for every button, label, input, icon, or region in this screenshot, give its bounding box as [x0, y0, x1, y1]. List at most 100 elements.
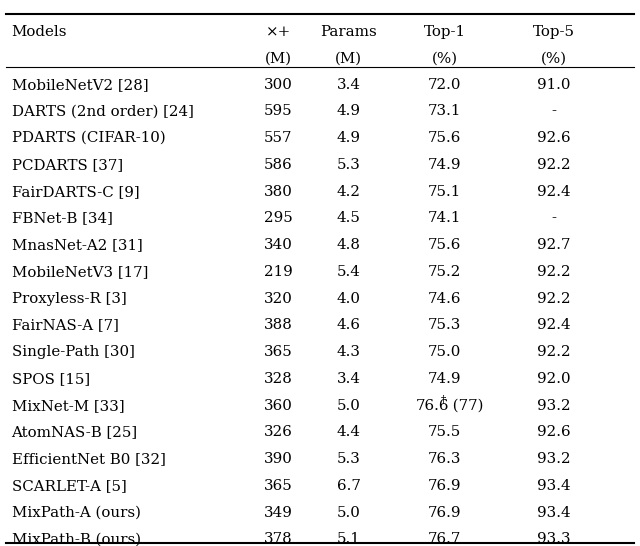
- Text: 380: 380: [264, 185, 293, 199]
- Text: 93.4: 93.4: [537, 506, 570, 520]
- Text: -: -: [551, 104, 556, 118]
- Text: EfficientNet B0 [32]: EfficientNet B0 [32]: [12, 452, 165, 466]
- Text: 328: 328: [264, 372, 293, 386]
- Text: Single-Path [30]: Single-Path [30]: [12, 345, 134, 359]
- Text: †: †: [440, 395, 445, 405]
- Text: PCDARTS [37]: PCDARTS [37]: [12, 158, 123, 172]
- Text: 74.9: 74.9: [428, 372, 461, 386]
- Text: MixPath-B (ours): MixPath-B (ours): [12, 532, 141, 546]
- Text: 295: 295: [264, 211, 292, 225]
- Text: 92.2: 92.2: [537, 158, 570, 172]
- Text: 75.2: 75.2: [428, 265, 461, 279]
- Text: 390: 390: [264, 452, 293, 466]
- Text: 92.0: 92.0: [537, 372, 570, 386]
- Text: (%): (%): [432, 52, 458, 66]
- Text: 76.9: 76.9: [428, 479, 461, 493]
- Text: 300: 300: [264, 78, 293, 92]
- Text: 5.1: 5.1: [337, 532, 361, 546]
- Text: MixNet-M [33]: MixNet-M [33]: [12, 399, 124, 413]
- Text: 349: 349: [264, 506, 293, 520]
- Text: 340: 340: [264, 238, 293, 252]
- Text: 92.4: 92.4: [537, 185, 570, 199]
- Text: Top-1: Top-1: [424, 25, 466, 39]
- Text: ×+: ×+: [266, 25, 291, 39]
- Text: PDARTS (CIFAR-10): PDARTS (CIFAR-10): [12, 131, 165, 145]
- Text: 388: 388: [264, 318, 293, 333]
- Text: 6.7: 6.7: [337, 479, 361, 493]
- Text: 92.2: 92.2: [537, 292, 570, 306]
- Text: 5.0: 5.0: [337, 506, 361, 520]
- Text: MobileNetV2 [28]: MobileNetV2 [28]: [12, 78, 148, 92]
- Text: 378: 378: [264, 532, 292, 546]
- Text: 93.2: 93.2: [537, 452, 570, 466]
- Text: 5.4: 5.4: [337, 265, 361, 279]
- Text: FairDARTS-C [9]: FairDARTS-C [9]: [12, 185, 139, 199]
- Text: 74.9: 74.9: [428, 158, 461, 172]
- Text: 91.0: 91.0: [537, 78, 570, 92]
- Text: 4.8: 4.8: [337, 238, 361, 252]
- Text: Params: Params: [321, 25, 377, 39]
- Text: 75.6: 75.6: [428, 131, 461, 145]
- Text: 74.6: 74.6: [428, 292, 461, 306]
- Text: 75.6: 75.6: [428, 238, 461, 252]
- Text: 92.2: 92.2: [537, 345, 570, 359]
- Text: 92.4: 92.4: [537, 318, 570, 333]
- Text: FairNAS-A [7]: FairNAS-A [7]: [12, 318, 118, 333]
- Text: -: -: [551, 211, 556, 225]
- Text: (%): (%): [541, 52, 566, 66]
- Text: DARTS (2nd order) [24]: DARTS (2nd order) [24]: [12, 104, 193, 118]
- Text: 365: 365: [264, 479, 292, 493]
- Text: 75.3: 75.3: [428, 318, 461, 333]
- Text: 5.3: 5.3: [337, 452, 361, 466]
- Text: 72.0: 72.0: [428, 78, 461, 92]
- Text: 92.2: 92.2: [537, 265, 570, 279]
- Text: 4.5: 4.5: [337, 211, 361, 225]
- Text: 326: 326: [264, 425, 293, 440]
- Text: 73.1: 73.1: [428, 104, 461, 118]
- Text: 4.3: 4.3: [337, 345, 361, 359]
- Text: 320: 320: [264, 292, 293, 306]
- Text: 76.3: 76.3: [428, 452, 461, 466]
- Text: 365: 365: [264, 345, 292, 359]
- Text: 5.0: 5.0: [337, 399, 361, 413]
- Text: 93.2: 93.2: [537, 399, 570, 413]
- Text: 557: 557: [264, 131, 292, 145]
- Text: 76.6: 76.6: [416, 399, 449, 413]
- Text: AtomNAS-B [25]: AtomNAS-B [25]: [12, 425, 138, 440]
- Text: 3.4: 3.4: [337, 78, 361, 92]
- Text: Top-5: Top-5: [532, 25, 575, 39]
- Text: MobileNetV3 [17]: MobileNetV3 [17]: [12, 265, 148, 279]
- Text: 4.4: 4.4: [337, 425, 361, 440]
- Text: Models: Models: [12, 25, 67, 39]
- Text: 4.9: 4.9: [337, 131, 361, 145]
- Text: 4.6: 4.6: [337, 318, 361, 333]
- Text: MnasNet-A2 [31]: MnasNet-A2 [31]: [12, 238, 142, 252]
- Text: 75.5: 75.5: [428, 425, 461, 440]
- Text: 92.6: 92.6: [537, 131, 570, 145]
- Text: Proxyless-R [3]: Proxyless-R [3]: [12, 292, 126, 306]
- Text: 92.6: 92.6: [537, 425, 570, 440]
- Text: 5.3: 5.3: [337, 158, 361, 172]
- Text: 75.1: 75.1: [428, 185, 461, 199]
- Text: MixPath-A (ours): MixPath-A (ours): [12, 506, 140, 520]
- Text: 4.9: 4.9: [337, 104, 361, 118]
- Text: 75.0: 75.0: [428, 345, 461, 359]
- Text: 4.0: 4.0: [337, 292, 361, 306]
- Text: 76.9: 76.9: [428, 506, 461, 520]
- Text: (M): (M): [335, 52, 362, 66]
- Text: FBNet-B [34]: FBNet-B [34]: [12, 211, 113, 225]
- Text: SCARLET-A [5]: SCARLET-A [5]: [12, 479, 126, 493]
- Text: (M): (M): [265, 52, 292, 66]
- Text: 3.4: 3.4: [337, 372, 361, 386]
- Text: 219: 219: [264, 265, 292, 279]
- Text: 595: 595: [264, 104, 292, 118]
- Text: 92.7: 92.7: [537, 238, 570, 252]
- Text: 74.1: 74.1: [428, 211, 461, 225]
- Text: (77): (77): [448, 399, 483, 413]
- Text: 93.3: 93.3: [537, 532, 570, 546]
- Text: 76.7: 76.7: [428, 532, 461, 546]
- Text: 586: 586: [264, 158, 292, 172]
- Text: 360: 360: [264, 399, 293, 413]
- Text: 4.2: 4.2: [337, 185, 361, 199]
- Text: 93.4: 93.4: [537, 479, 570, 493]
